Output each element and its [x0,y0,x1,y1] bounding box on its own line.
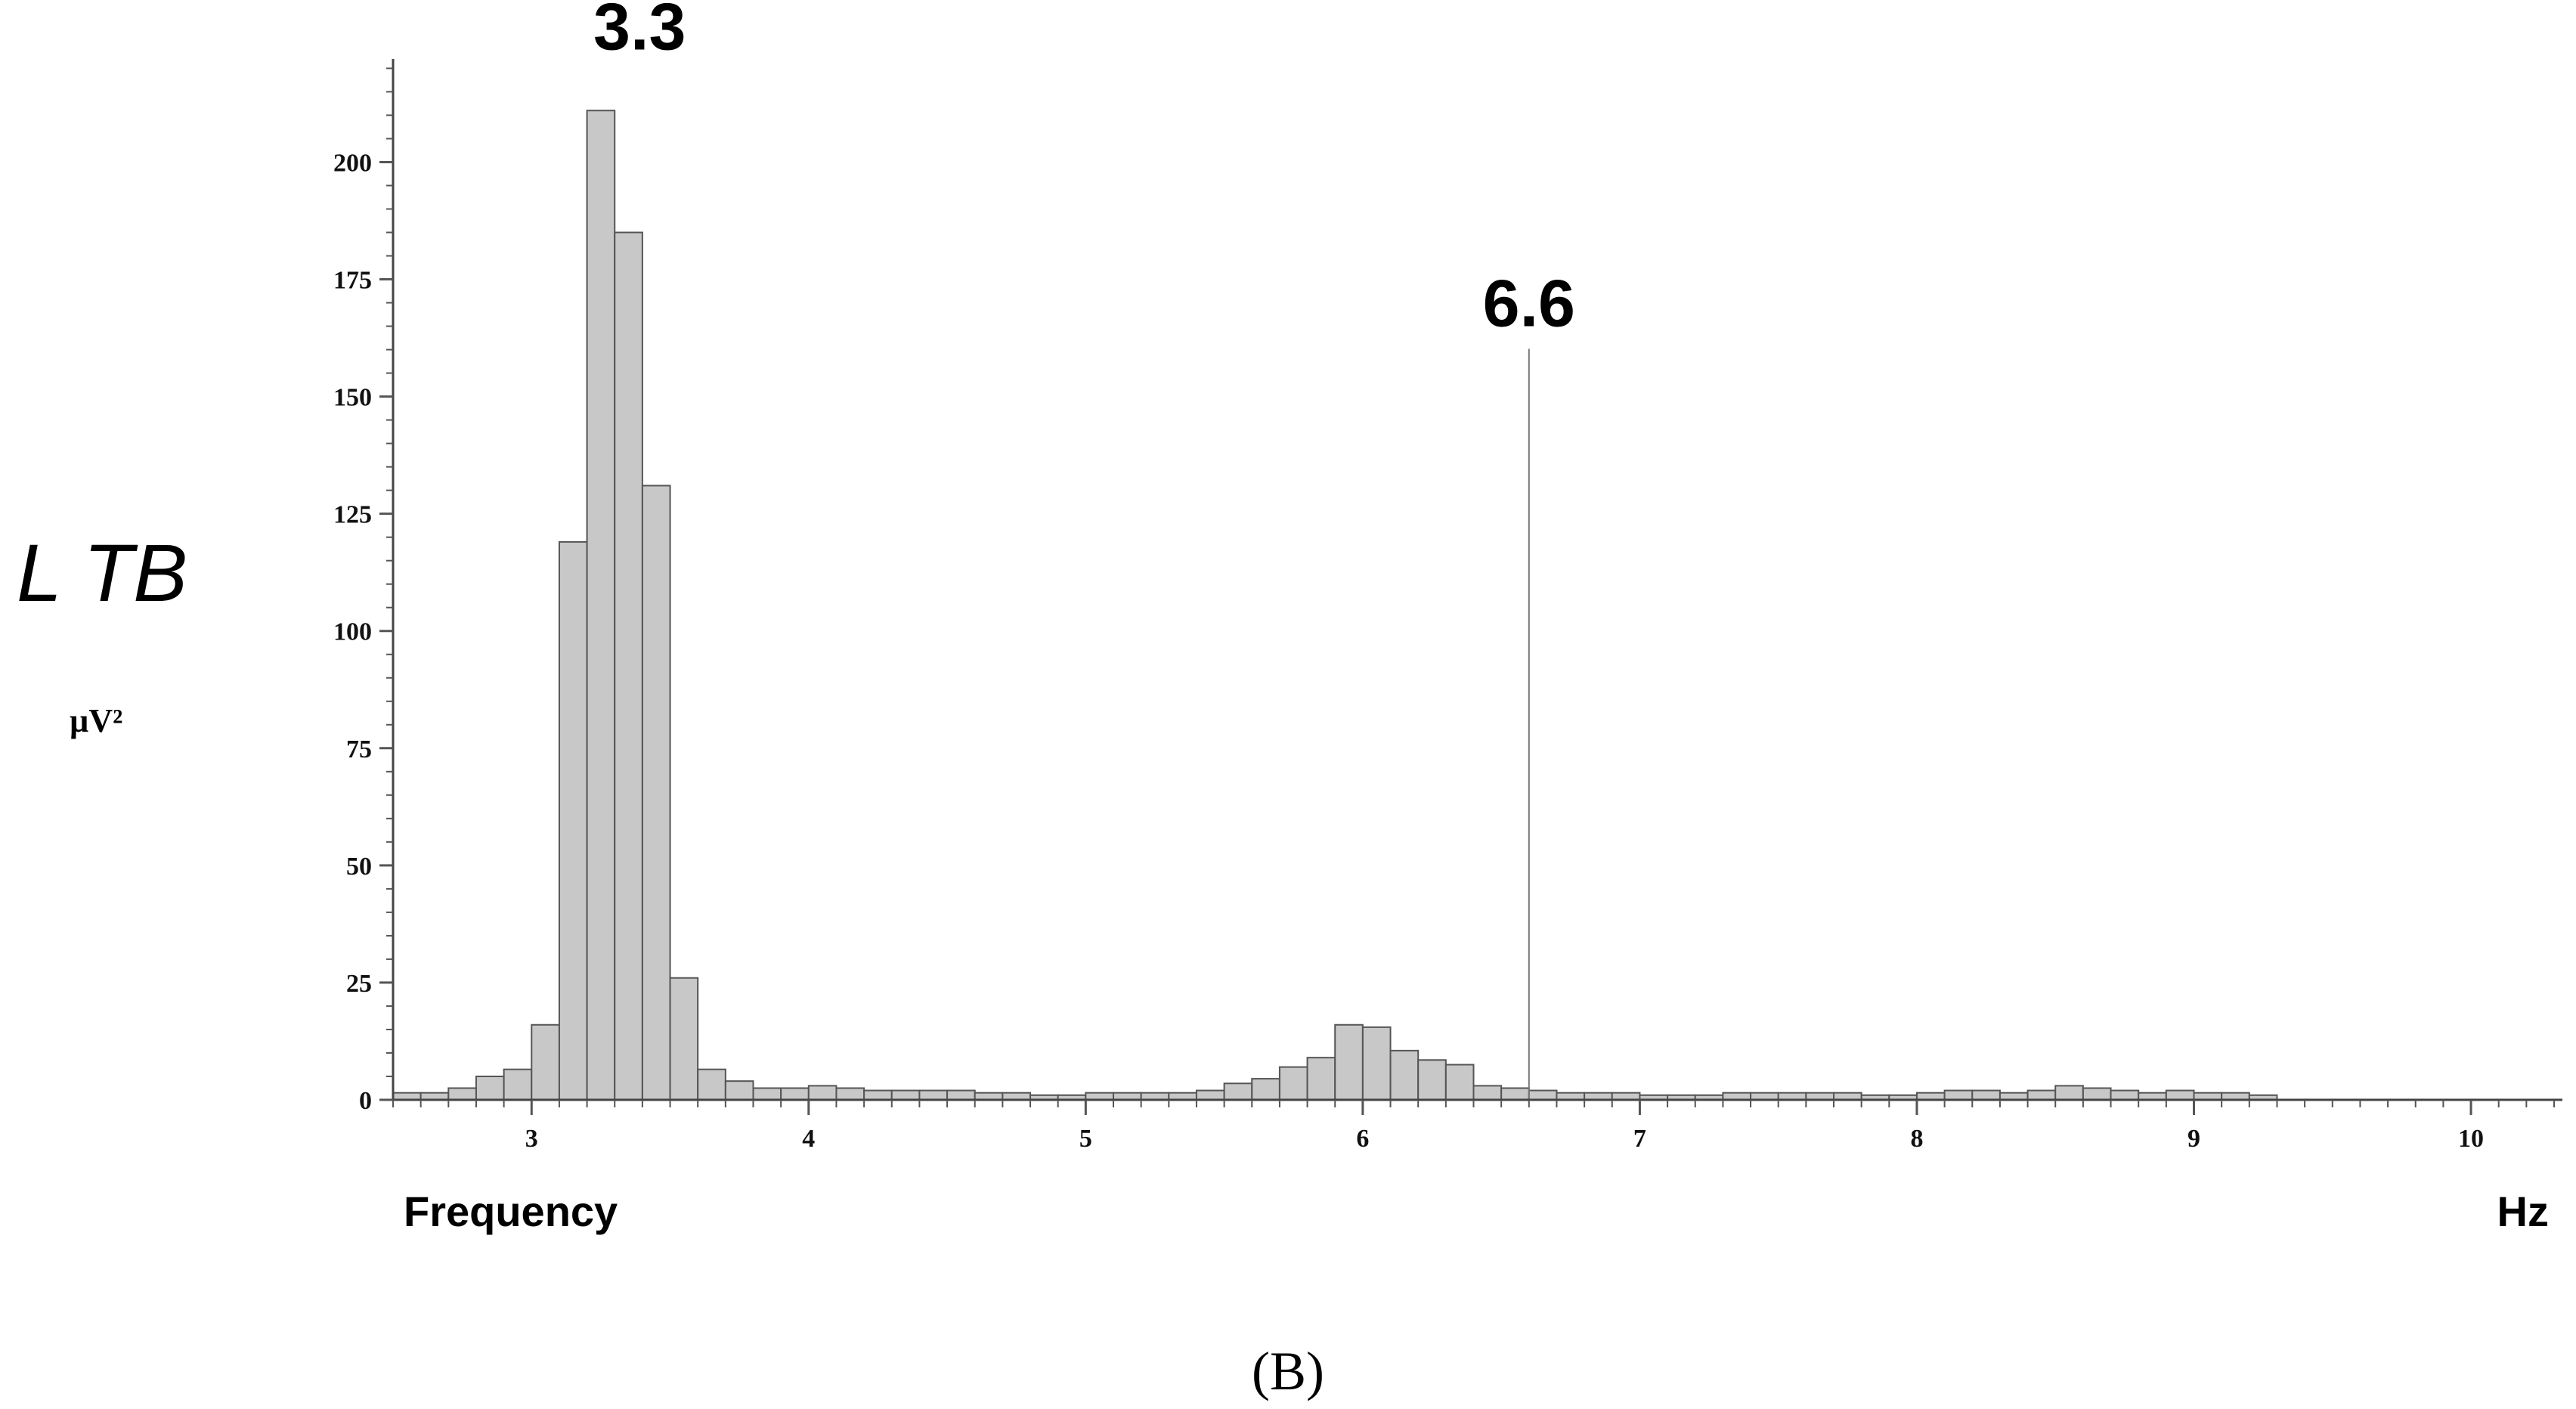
peak-label: 3.3 [593,0,686,64]
bar [641,485,671,1101]
bar [1417,1059,1447,1101]
bar [531,1023,560,1101]
bar [1528,1089,1558,1101]
bar [1306,1057,1336,1101]
y-tick-label: 25 [346,970,372,998]
bar [780,1087,810,1101]
bar [614,231,643,1101]
bar [946,1089,976,1101]
bar [586,110,616,1101]
plot-area: 0 25 50 75 100 125 150 175 200 3 4 5 6 7 8 9 10 3.3 6.6 [333,0,2562,1153]
bar [503,1068,533,1101]
x-tick-label: 7 [1633,1125,1646,1153]
x-tick-label: 8 [1910,1125,1923,1153]
bar [1361,1026,1392,1101]
x-tick-label: 4 [802,1125,815,1153]
y-tick-label: 125 [333,501,372,529]
y-tick-label: 100 [333,618,372,646]
x-tick-label: 6 [1356,1125,1369,1153]
bar [863,1089,893,1101]
bar [1223,1082,1253,1101]
peak-annotations: 3.3 6.6 [593,0,1575,341]
bar [1943,1089,1974,1101]
y-axis: 0 25 50 75 100 125 150 175 200 [333,59,395,1115]
bar [2082,1087,2112,1101]
x-tick-label: 10 [2458,1125,2484,1153]
panel-label: (B) [1252,1341,1324,1401]
bar [1472,1085,1503,1101]
bar [918,1089,949,1101]
bar-series [392,110,2278,1101]
bar [1278,1066,1308,1101]
y-unit-label: µV² [70,702,122,739]
x-tick-label: 5 [1079,1125,1092,1153]
bar [2165,1089,2195,1101]
bar [1500,1087,1530,1101]
x-tick-label: 3 [525,1125,538,1153]
bar [724,1080,754,1101]
bar [558,540,588,1101]
bar [1334,1023,1364,1101]
y-tick-label: 50 [346,853,372,881]
bar [752,1087,782,1101]
y-tick-label: 75 [346,735,372,763]
x-axis: 3 4 5 6 7 8 9 10 [392,1098,2562,1153]
bar [1971,1089,2001,1101]
y-tick-label: 175 [333,267,372,295]
bar [1444,1064,1475,1101]
bar [2110,1089,2140,1101]
bar [669,977,699,1101]
bar [807,1085,838,1101]
bar [890,1089,921,1101]
channel-label: L TB [17,527,187,618]
x-tick-label: 9 [2187,1125,2200,1153]
x-axis-label: Frequency [404,1188,618,1235]
y-tick-label: 150 [333,384,372,412]
bar [475,1075,505,1101]
bar [2054,1085,2084,1101]
bar [1251,1078,1280,1101]
bar [697,1068,726,1101]
y-tick-label: 0 [359,1087,372,1115]
bar [2026,1089,2057,1101]
bar [1389,1049,1420,1101]
bar [1195,1089,1225,1101]
x-unit-label: Hz [2497,1188,2549,1235]
bar [447,1087,477,1101]
bar [835,1087,865,1101]
y-tick-label: 200 [333,149,372,177]
peak-label: 6.6 [1483,266,1575,341]
